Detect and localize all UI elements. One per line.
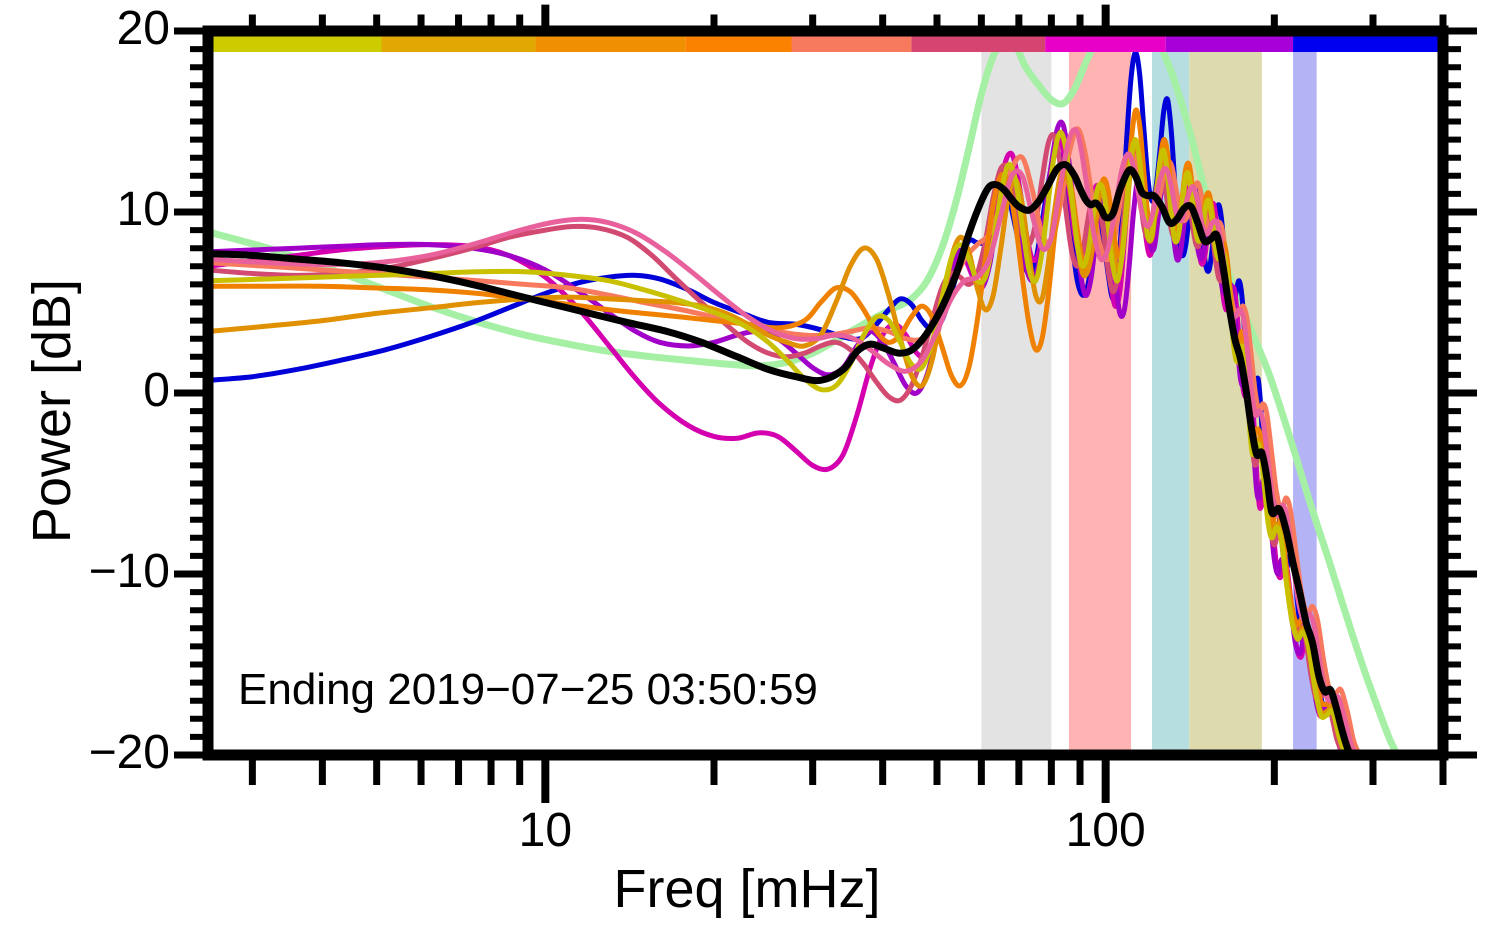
series-station-green xyxy=(208,31,1402,755)
colorbar-band-2 xyxy=(381,35,536,52)
colorbar-band-7 xyxy=(1045,35,1166,52)
y-tick-label: −20 xyxy=(88,726,170,779)
colorbar-band-6 xyxy=(911,35,1046,52)
y-tick-label: 10 xyxy=(116,183,170,236)
x-axis-label: Freq [mHz] xyxy=(613,859,881,919)
series-group xyxy=(208,31,1402,755)
colorbar-band-5 xyxy=(791,35,912,52)
colorbar-band-1 xyxy=(208,35,382,52)
band-pink xyxy=(1068,49,1132,755)
x-tick-label: 10 xyxy=(518,804,573,857)
y-tick-label: 0 xyxy=(143,364,170,417)
colorbar-band-4 xyxy=(685,35,792,52)
y-tick-group xyxy=(174,27,1477,759)
series-mean-spectrum xyxy=(208,161,1355,755)
series-station-purple xyxy=(208,119,1349,755)
colorbar-band-9 xyxy=(1293,35,1443,52)
x-tick-group xyxy=(248,4,1447,803)
x-tick-label: 100 xyxy=(1065,804,1146,857)
y-tick-label: 20 xyxy=(116,2,170,55)
colorbar-band-3 xyxy=(535,35,686,52)
y-tick-label: −10 xyxy=(88,545,170,598)
band-gray xyxy=(981,49,1052,755)
colorbar-band-8 xyxy=(1165,35,1294,52)
ending-timestamp-annotation: Ending 2019−07−25 03:50:59 xyxy=(238,665,818,714)
colorbar xyxy=(208,35,1443,52)
